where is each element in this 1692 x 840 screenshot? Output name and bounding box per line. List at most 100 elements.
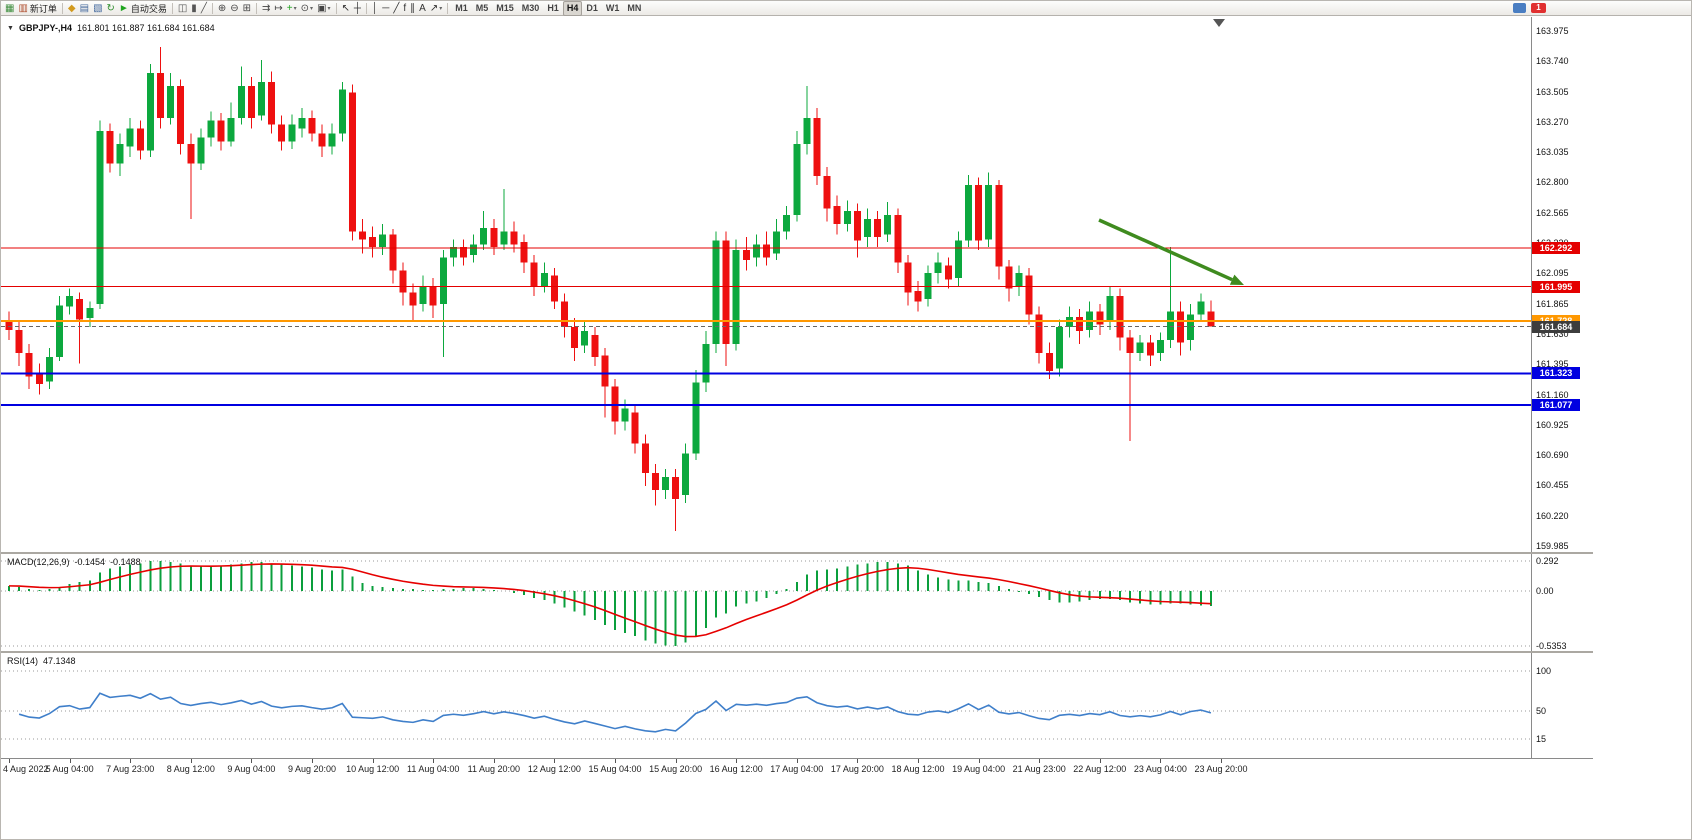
- autotrading-button[interactable]: ► 自动交易: [117, 2, 169, 15]
- price-scale-label: 160.925: [1536, 419, 1569, 430]
- timeframe-m1-button[interactable]: M1: [455, 2, 468, 13]
- candlestick-chart-icon[interactable]: ▮: [189, 2, 199, 15]
- community-chat-icon[interactable]: [1513, 3, 1526, 13]
- rsi-pane-canvas[interactable]: [1, 653, 1531, 758]
- time-axis-tick: [9, 759, 10, 763]
- time-axis-tick: [1221, 759, 1222, 763]
- timeframe-mn-button[interactable]: MN: [627, 2, 642, 13]
- pane-splitter-rsi[interactable]: [1, 651, 1593, 653]
- time-axis-tick: [796, 759, 798, 763]
- navigator-icon[interactable]: ▧: [91, 2, 104, 15]
- tile-windows-icon[interactable]: ⊞: [241, 2, 253, 15]
- price-chart-canvas[interactable]: [1, 17, 1531, 553]
- time-axis-tick: [130, 759, 132, 763]
- chart-shift-icon[interactable]: ↦: [272, 2, 284, 15]
- timeframe-d1-button[interactable]: D1: [586, 2, 598, 13]
- notification-badge[interactable]: 1: [1531, 3, 1546, 13]
- time-axis-tick: [69, 759, 71, 763]
- arrows-icon-caret: ▾: [439, 5, 443, 12]
- time-axis-tick: [433, 759, 435, 763]
- time-axis[interactable]: 4 Aug 2022 5 Aug 04:00 7 Aug 23:00 8 Aug 12…: [1, 759, 1531, 779]
- arrow-annotation[interactable]: [1098, 218, 1244, 285]
- timeframe-w1-button[interactable]: W1: [605, 2, 620, 13]
- price-scale-label: 160.690: [1536, 450, 1569, 461]
- time-axis-tick: [493, 759, 495, 763]
- market-watch-icon[interactable]: ▤: [78, 2, 91, 15]
- chart-dropdown-caret[interactable]: ▼: [7, 24, 14, 32]
- time-axis-tick: [978, 759, 980, 763]
- time-axis-tick: [675, 759, 677, 763]
- sound-icon-glyph: ◆: [67, 2, 76, 14]
- time-axis-label: 9 Aug 04:00: [227, 764, 276, 774]
- time-axis-tick: [251, 759, 253, 763]
- trendline-icon[interactable]: ╱: [391, 2, 401, 15]
- toolbar-separator: [256, 2, 258, 14]
- macd-pane-canvas[interactable]: [1, 554, 1531, 651]
- macd-value-main: -0.1454: [74, 557, 106, 567]
- channel-icon-glyph: ∥: [410, 2, 416, 14]
- price-scale-label: 163.740: [1536, 56, 1569, 67]
- templates-icon-caret: ▾: [327, 5, 331, 12]
- new-chart-icon-glyph: ▦: [5, 2, 15, 14]
- refresh-icon[interactable]: ↻: [105, 2, 117, 15]
- price-scale[interactable]: 163.975 163.740 163.505 163.270 163.035 162.8…: [1531, 17, 1594, 758]
- current-price-line-tag: 161.684: [1532, 320, 1580, 333]
- time-axis-line: [1, 758, 1593, 759]
- zoom-out-icon-glyph: ⊖: [230, 2, 239, 14]
- periods-icon[interactable]: ⊙ ▾: [299, 2, 315, 15]
- horizontal-line-icon[interactable]: ─: [380, 2, 391, 15]
- price-scale-label: 163.975: [1536, 26, 1569, 36]
- indicators-icon[interactable]: + ▾: [285, 2, 299, 15]
- timeframe-h4-button[interactable]: H4: [562, 1, 583, 16]
- price-scale-label: 160.455: [1536, 480, 1569, 491]
- zoom-in-icon[interactable]: ⊕: [216, 2, 228, 15]
- cursor-icon[interactable]: ↖: [340, 2, 352, 15]
- templates-icon-glyph: ▣: [317, 2, 327, 14]
- time-axis-label: 11 Aug 20:00: [467, 764, 520, 774]
- crosshair-icon-glyph: ┼: [353, 2, 362, 14]
- bar-chart-icon[interactable]: ◫: [176, 2, 189, 15]
- time-axis-tick: [190, 759, 192, 763]
- timeframe-m30-button[interactable]: M30: [521, 2, 540, 13]
- new-chart-icon[interactable]: ▦: [3, 2, 16, 15]
- auto-scroll-icon[interactable]: ⇉: [260, 2, 272, 15]
- macd-histogram: [8, 561, 1212, 646]
- time-axis-label: 5 Aug 04:00: [45, 764, 94, 774]
- time-axis-label: 23 Aug 04:00: [1133, 764, 1187, 774]
- text-icon[interactable]: A: [417, 2, 428, 15]
- channel-icon[interactable]: ∥: [408, 2, 417, 15]
- line-chart-icon[interactable]: ╱: [199, 2, 209, 15]
- crosshair-icon[interactable]: ┼: [352, 2, 363, 15]
- new-order-button[interactable]: ▥ 新订单: [16, 2, 58, 15]
- market-watch-icon-glyph: ▤: [79, 2, 90, 14]
- timeframe-m15-button[interactable]: M15: [496, 2, 514, 13]
- templates-icon[interactable]: ▣ ▾: [315, 2, 332, 15]
- timeframe-m5-button[interactable]: M5: [475, 2, 489, 13]
- zoom-out-icon[interactable]: ⊖: [228, 2, 240, 15]
- vertical-line-icon[interactable]: │: [370, 2, 380, 15]
- time-axis-label: 15 Aug 04:00: [588, 764, 642, 774]
- zoom-in-icon-glyph: ⊕: [217, 2, 227, 14]
- periods-icon-glyph: ⊙: [300, 2, 310, 14]
- time-axis-tick: [1039, 759, 1041, 763]
- toolbar: ▦ ▥ 新订单 ◆ ▤ ▧ ↻ ► 自动交易 ◫ ▮ ╱ ⊕ ⊖ ⊞ ⇉ ↦ + ▾ ⊙ ▾ ▣ ▾ ↖ ┼ │ ─ ╱ f ∥ A ↗ ▾ M1…: [1, 1, 1691, 16]
- fibonacci-icon[interactable]: f: [401, 2, 408, 15]
- cursor-icon-glyph: ↖: [341, 2, 350, 14]
- pane-splitter-macd[interactable]: [1, 552, 1593, 554]
- fibonacci-icon-glyph: f: [403, 2, 407, 14]
- arrows-icon[interactable]: ↗ ▾: [428, 2, 444, 15]
- trendline-icon-glyph: ╱: [393, 2, 400, 14]
- toolbar-separator: [171, 2, 173, 14]
- auto-scroll-icon-glyph: ⇉: [262, 2, 271, 14]
- time-axis-label: 11 Aug 04:00: [406, 764, 460, 774]
- time-axis-label: 18 Aug 12:00: [891, 764, 945, 774]
- line-chart-icon-glyph: ╱: [200, 2, 207, 14]
- time-axis-label: 10 Aug 12:00: [346, 764, 400, 774]
- timeframe-h1-button[interactable]: H1: [547, 2, 559, 13]
- sound-icon[interactable]: ◆: [66, 2, 78, 15]
- macd-scale-label: -0.5353: [1536, 640, 1567, 651]
- time-axis-label: 23 Aug 20:00: [1194, 764, 1248, 774]
- price-scale-label: 161.160: [1536, 389, 1569, 400]
- rsi-scale-label: 50: [1536, 706, 1547, 716]
